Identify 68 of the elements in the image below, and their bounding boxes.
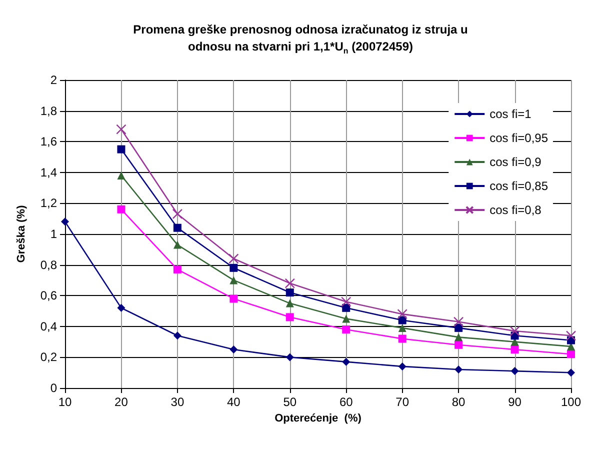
x-tick-label: 50	[283, 395, 297, 409]
point	[454, 340, 463, 349]
x-tick-label: 30	[170, 395, 184, 409]
y-tick-label: 0	[50, 381, 58, 395]
legend-label: cos fi=0,8	[490, 203, 542, 217]
x-tick-label: 60	[339, 395, 354, 409]
point	[454, 366, 463, 374]
point	[566, 330, 576, 341]
x-tick-label: 70	[396, 395, 410, 409]
point	[117, 304, 126, 312]
point	[510, 367, 519, 376]
point	[172, 208, 183, 220]
point	[286, 288, 294, 297]
point	[342, 304, 350, 312]
y-axis-title: Greška (%)	[16, 204, 28, 263]
point	[116, 124, 126, 134]
point	[398, 334, 406, 343]
point	[230, 276, 238, 284]
legend-label: cos fi=0,95	[490, 131, 548, 145]
x-axis-title: Opterećenje (%)	[274, 412, 362, 424]
x-tick-label: 90	[508, 395, 522, 409]
x-tick-label: 80	[452, 395, 466, 409]
point	[173, 240, 182, 249]
point	[230, 294, 238, 303]
point	[173, 332, 182, 340]
y-tick-label: 1,8	[40, 104, 58, 118]
point	[284, 278, 295, 288]
point	[228, 254, 239, 264]
x-tick-label: 40	[226, 395, 241, 409]
x-tick-label: 10	[58, 395, 72, 409]
point	[286, 313, 294, 322]
y-tick-label: 0,6	[40, 288, 58, 303]
y-tick-label: 0,8	[40, 258, 58, 272]
legend-label: cos fi=0,9	[490, 155, 542, 169]
point	[173, 265, 182, 274]
y-tick-label: 2	[50, 73, 58, 87]
point	[230, 346, 238, 354]
point	[453, 316, 464, 327]
y-tick-label: 1,4	[40, 165, 58, 180]
point	[286, 299, 294, 308]
y-tick-label: 0,4	[40, 319, 58, 334]
point	[567, 368, 575, 377]
point	[230, 264, 238, 272]
point	[341, 296, 352, 307]
y-tick-label: 1	[50, 227, 58, 241]
x-tick-label: 100	[560, 395, 582, 409]
point	[510, 326, 520, 336]
point	[173, 224, 182, 232]
legend-label: cos fi=1	[490, 107, 532, 121]
point	[117, 145, 126, 154]
point	[398, 362, 406, 370]
point	[286, 353, 294, 362]
y-tick-label: 0,2	[40, 350, 58, 364]
point	[454, 333, 463, 342]
point	[342, 358, 350, 366]
point	[117, 205, 126, 214]
y-tick-label: 1,6	[40, 134, 58, 149]
x-tick-label: 20	[114, 395, 128, 409]
point	[397, 308, 408, 320]
legend-label: cos fi=0,85	[490, 179, 548, 193]
point	[398, 324, 406, 332]
y-tick-label: 1,2	[40, 196, 58, 210]
point	[117, 171, 126, 180]
point	[567, 350, 575, 358]
point	[342, 325, 350, 334]
point	[510, 346, 519, 354]
point	[61, 218, 69, 226]
point	[342, 314, 350, 323]
